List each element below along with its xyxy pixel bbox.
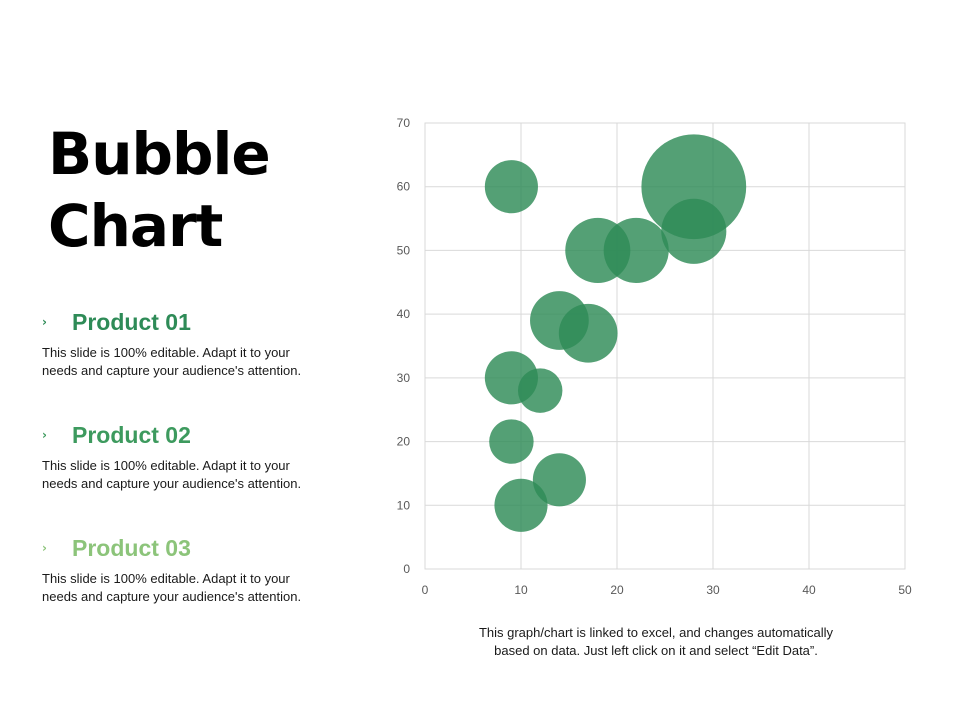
bubble-chart: 0 10 20 30 40 50 0 10 20 30 40 50 60 70: [397, 116, 912, 597]
y-tick-label: 30: [397, 371, 411, 385]
product-03-title: Product 03: [72, 534, 191, 561]
chart-footnote: This graph/chart is linked to excel, and…: [436, 624, 876, 660]
product-03-block: › Product 03 This slide is 100% editable…: [42, 532, 362, 606]
title-line-1: Bubble: [48, 120, 271, 188]
product-02-description: This slide is 100% editable. Adapt it to…: [42, 457, 362, 493]
description-line: needs and capture your audience's attent…: [42, 589, 302, 604]
footnote-line: based on data. Just left click on it and…: [494, 643, 818, 658]
y-tick-label: 20: [397, 435, 411, 449]
product-02-block: › Product 02 This slide is 100% editable…: [42, 419, 362, 493]
x-tick-label: 50: [898, 583, 912, 597]
bubble: [489, 419, 534, 464]
chevron-right-icon: ›: [42, 541, 47, 555]
y-tick-label: 60: [397, 180, 411, 194]
x-tick-label: 30: [706, 583, 720, 597]
x-tick-label: 40: [802, 583, 816, 597]
product-02-title: Product 02: [72, 421, 191, 448]
bubble: [661, 198, 727, 264]
y-tick-label: 40: [397, 307, 411, 321]
product-01-title: Product 01: [72, 308, 191, 335]
product-01-description: This slide is 100% editable. Adapt it to…: [42, 344, 362, 380]
description-line: This slide is 100% editable. Adapt it to…: [42, 345, 290, 360]
y-tick-label: 0: [403, 562, 410, 576]
chevron-right-icon: ›: [42, 315, 47, 329]
bubble: [603, 217, 669, 283]
slide-title: Bubble Chart: [48, 118, 368, 262]
bubble: [484, 160, 538, 214]
x-tick-label: 10: [514, 583, 528, 597]
y-tick-label: 10: [397, 498, 411, 512]
bubble: [517, 368, 563, 413]
x-tick-label: 20: [610, 583, 624, 597]
description-line: This slide is 100% editable. Adapt it to…: [42, 458, 290, 473]
chevron-right-icon: ›: [42, 428, 47, 442]
bubble: [532, 453, 586, 507]
y-tick-label: 50: [397, 243, 411, 257]
x-tick-label: 0: [422, 583, 429, 597]
y-tick-label: 70: [397, 116, 411, 130]
title-line-2: Chart: [48, 192, 223, 260]
description-line: needs and capture your audience's attent…: [42, 363, 302, 378]
bubble: [558, 303, 618, 363]
description-line: This slide is 100% editable. Adapt it to…: [42, 571, 290, 586]
product-01-block: › Product 01 This slide is 100% editable…: [42, 306, 362, 380]
product-03-description: This slide is 100% editable. Adapt it to…: [42, 570, 362, 606]
footnote-line: This graph/chart is linked to excel, and…: [478, 625, 834, 640]
bubble: [494, 478, 548, 532]
description-line: needs and capture your audience's attent…: [42, 476, 302, 491]
